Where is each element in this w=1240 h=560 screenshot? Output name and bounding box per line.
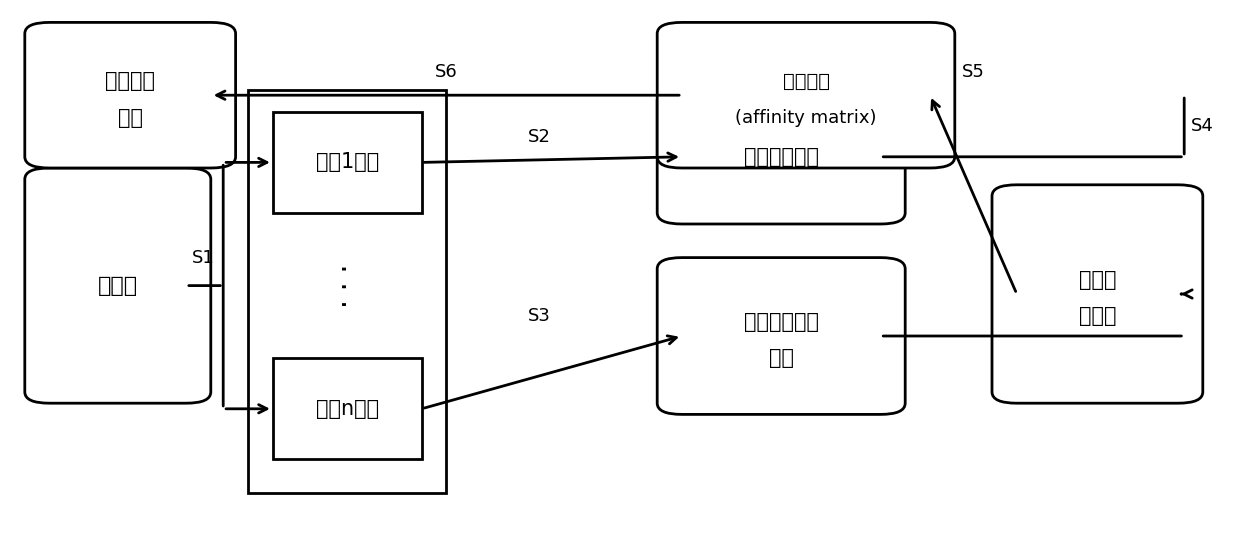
Text: 线性表: 线性表	[1079, 270, 1116, 290]
Text: S4: S4	[1190, 117, 1213, 135]
Text: (affinity matrix): (affinity matrix)	[735, 109, 877, 127]
FancyBboxPatch shape	[25, 168, 211, 403]
Text: · · ·: · · ·	[334, 263, 361, 308]
Text: 亲和矩阵: 亲和矩阵	[782, 72, 830, 91]
Text: 视角n特征: 视角n特征	[316, 399, 378, 419]
Text: 确定: 确定	[769, 348, 794, 368]
Text: 空间: 空间	[118, 108, 143, 128]
FancyBboxPatch shape	[25, 22, 236, 168]
Text: 视角1特征: 视角1特征	[315, 152, 379, 172]
Text: S1: S1	[192, 249, 215, 267]
FancyBboxPatch shape	[273, 112, 422, 213]
Text: S5: S5	[962, 63, 985, 81]
FancyBboxPatch shape	[248, 90, 446, 493]
Text: 线性重构选择: 线性重构选择	[744, 147, 818, 167]
FancyBboxPatch shape	[657, 258, 905, 414]
Text: 示矩阵: 示矩阵	[1079, 306, 1116, 326]
FancyBboxPatch shape	[657, 22, 955, 168]
Text: 多视角子: 多视角子	[105, 71, 155, 91]
FancyBboxPatch shape	[992, 185, 1203, 403]
FancyBboxPatch shape	[657, 90, 905, 224]
Text: S6: S6	[435, 63, 458, 81]
Text: S3: S3	[528, 307, 551, 325]
FancyBboxPatch shape	[273, 358, 422, 459]
Text: 重构误差权重: 重构误差权重	[744, 312, 818, 332]
Text: 数据库: 数据库	[98, 276, 138, 296]
Text: S2: S2	[528, 128, 551, 146]
